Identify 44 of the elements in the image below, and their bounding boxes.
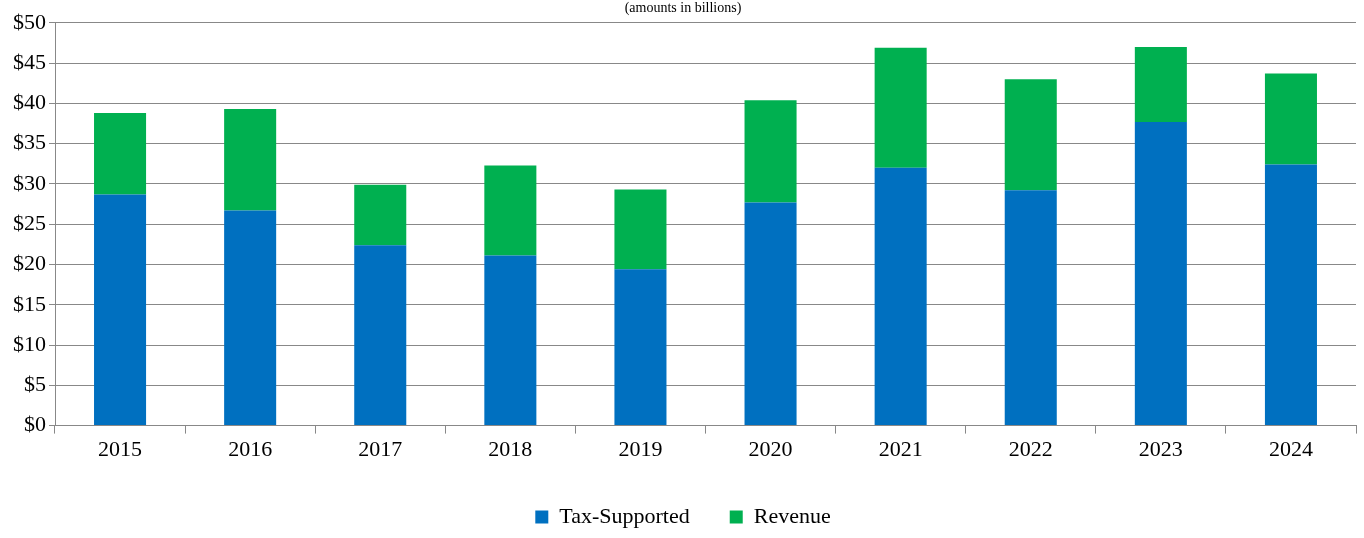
x-tick-label: 2024 xyxy=(1268,435,1313,461)
bar xyxy=(354,245,407,426)
bar xyxy=(874,47,927,168)
legend-label: Tax-Supported xyxy=(559,502,690,528)
bar xyxy=(744,100,797,203)
x-tick-label: 2017 xyxy=(358,435,403,461)
bar xyxy=(1264,164,1317,426)
bar xyxy=(94,194,147,426)
x-tick-label: 2016 xyxy=(228,435,273,461)
bar xyxy=(614,189,667,270)
bar xyxy=(1004,79,1057,191)
bar xyxy=(484,165,537,256)
bar xyxy=(1004,190,1057,426)
legend-label: Revenue xyxy=(753,502,831,528)
bar xyxy=(614,269,667,426)
y-tick-label: $0 xyxy=(24,411,46,437)
y-tick-label: $35 xyxy=(13,129,46,155)
y-tick-label: $20 xyxy=(13,250,46,276)
x-tick-label: 2015 xyxy=(98,435,143,461)
y-tick-label: $10 xyxy=(13,330,46,356)
y-tick-label: $30 xyxy=(13,169,46,195)
x-tick-label: 2022 xyxy=(1008,435,1053,461)
x-tick-label: 2020 xyxy=(748,435,793,461)
x-tick-label: 2018 xyxy=(488,435,533,461)
y-tick-label: $15 xyxy=(13,290,46,316)
bar xyxy=(874,167,927,426)
bar xyxy=(1134,121,1187,426)
bar xyxy=(224,109,277,211)
x-tick-label: 2021 xyxy=(878,435,923,461)
chart-subtitle: (amounts in billions) xyxy=(624,0,742,17)
bar xyxy=(354,184,407,246)
bar xyxy=(1264,73,1317,165)
bar xyxy=(484,255,537,426)
bar xyxy=(1134,46,1187,122)
y-tick-label: $50 xyxy=(13,8,46,34)
bar xyxy=(224,210,277,426)
y-tick-label: $5 xyxy=(24,371,46,397)
y-tick-label: $40 xyxy=(13,89,46,115)
y-tick-label: $25 xyxy=(13,209,46,235)
x-tick-label: 2023 xyxy=(1138,435,1183,461)
bar xyxy=(94,113,147,195)
x-tick-label: 2019 xyxy=(618,435,663,461)
bar xyxy=(744,202,797,426)
y-tick-label: $45 xyxy=(13,48,46,74)
